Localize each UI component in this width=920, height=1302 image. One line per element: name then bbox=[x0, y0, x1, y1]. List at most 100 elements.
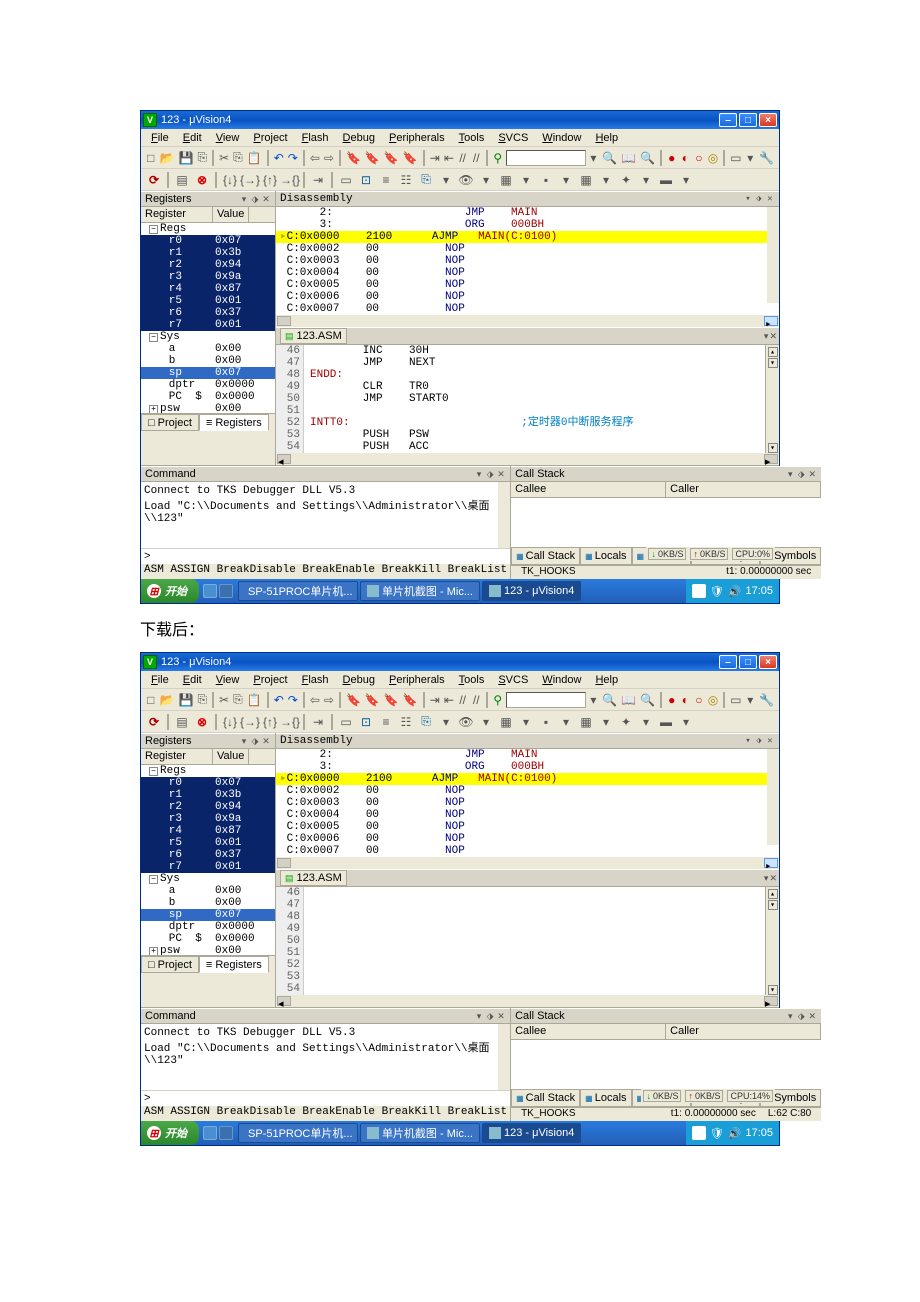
menu-project[interactable]: Project bbox=[247, 131, 293, 145]
analysis-icon[interactable]: ▦ bbox=[577, 171, 595, 189]
register-row[interactable]: +psw0x00 bbox=[141, 403, 275, 413]
window-icon[interactable]: ▭ bbox=[729, 691, 742, 709]
new-icon[interactable]: □ bbox=[145, 149, 157, 167]
scrollbar-h[interactable]: ▸ bbox=[276, 315, 779, 327]
register-row[interactable]: r30x9a bbox=[141, 271, 275, 283]
stepout-icon[interactable]: {↑} bbox=[261, 171, 279, 189]
nav-back-icon[interactable]: ⇦ bbox=[309, 149, 321, 167]
register-row[interactable]: a0x00 bbox=[141, 885, 275, 897]
zoom-icon[interactable]: 🔍 bbox=[639, 149, 656, 167]
sym-icon[interactable]: ≡ bbox=[377, 171, 395, 189]
dropdown-icon[interactable]: ▾ bbox=[517, 713, 535, 731]
pin-icon[interactable]: ⬗ bbox=[754, 194, 764, 204]
register-row[interactable]: r30x9a bbox=[141, 813, 275, 825]
source-line[interactable] bbox=[304, 983, 765, 995]
menu-view[interactable]: View bbox=[210, 131, 246, 145]
register-row[interactable]: +psw0x00 bbox=[141, 945, 275, 955]
pin-icon[interactable]: ▾ bbox=[785, 469, 795, 479]
showpc-icon[interactable]: ⇥ bbox=[309, 171, 327, 189]
reset-icon[interactable]: ⟳ bbox=[145, 171, 163, 189]
tab-project[interactable]: □Project bbox=[141, 956, 199, 973]
source-editor[interactable]: 464748495051525354 INC 30H JMP NEXTENDD:… bbox=[276, 345, 779, 453]
saveall-icon[interactable]: ⎘ bbox=[196, 149, 208, 167]
register-row[interactable]: r00x07 bbox=[141, 777, 275, 789]
menu-window[interactable]: Window bbox=[536, 673, 587, 687]
indent-icon[interactable]: ⇥ bbox=[429, 691, 441, 709]
disasm-line[interactable]: C:0x0005 00 NOP bbox=[276, 821, 779, 833]
menu-peripherals[interactable]: Peripherals bbox=[383, 131, 451, 145]
debug-icon[interactable]: ◎ bbox=[707, 149, 719, 167]
scrollbar-v[interactable] bbox=[498, 482, 510, 548]
stepout-icon[interactable]: {↑} bbox=[261, 713, 279, 731]
find-dropdown-icon[interactable]: ▾ bbox=[588, 149, 600, 167]
pin-icon[interactable]: ▾ bbox=[764, 331, 769, 342]
find-icon[interactable]: ⚲ bbox=[492, 691, 504, 709]
serial-icon[interactable]: ▪ bbox=[537, 171, 555, 189]
debug-icon[interactable]: ● bbox=[666, 149, 678, 167]
config-icon[interactable]: 🔧 bbox=[758, 149, 775, 167]
disasm-line[interactable]: C:0x0007 00 NOP bbox=[276, 845, 779, 857]
menu-flash[interactable]: Flash bbox=[296, 131, 335, 145]
menu-debug[interactable]: Debug bbox=[337, 131, 381, 145]
bookmark-icon[interactable]: 🔖 bbox=[345, 149, 362, 167]
dropdown-icon[interactable]: ▾ bbox=[557, 713, 575, 731]
redo-icon[interactable]: ↷ bbox=[287, 149, 299, 167]
debug-icon[interactable]: ◎ bbox=[707, 691, 719, 709]
register-row[interactable]: r50x01 bbox=[141, 837, 275, 849]
run-icon[interactable]: ▤ bbox=[173, 171, 191, 189]
close-icon[interactable]: ✕ bbox=[765, 194, 775, 204]
find-open-icon[interactable]: 📖 bbox=[620, 149, 637, 167]
find-open-icon[interactable]: 📖 bbox=[620, 691, 637, 709]
register-row[interactable]: −Sys bbox=[141, 873, 275, 885]
cut-icon[interactable]: ✂ bbox=[218, 149, 230, 167]
zoom-icon[interactable]: 🔍 bbox=[639, 691, 656, 709]
register-row[interactable]: −Regs bbox=[141, 223, 275, 235]
bookmark-icon[interactable]: 🔖 bbox=[364, 691, 381, 709]
dropdown-icon[interactable]: ▾ bbox=[557, 171, 575, 189]
disasm-line[interactable]: C:0x0004 00 NOP bbox=[276, 809, 779, 821]
watch-icon[interactable]: 👁 bbox=[457, 171, 475, 189]
register-row[interactable]: PC $0x0000 bbox=[141, 391, 275, 403]
disasm-line[interactable]: C:0x0006 00 NOP bbox=[276, 291, 779, 303]
disasm-line[interactable]: 3: ORG 000BH bbox=[276, 761, 779, 773]
dropdown-icon[interactable]: ▾ bbox=[437, 171, 455, 189]
close-button[interactable]: × bbox=[759, 655, 777, 669]
debug-icon[interactable]: ○ bbox=[693, 691, 705, 709]
callstack-icon[interactable]: ⎘ bbox=[417, 713, 435, 731]
cut-icon[interactable]: ✂ bbox=[218, 691, 230, 709]
find-dropdown-icon[interactable]: ▾ bbox=[588, 691, 600, 709]
taskbar-task[interactable]: 单片机截图 - Mic... bbox=[360, 581, 480, 601]
register-row[interactable]: r40x87 bbox=[141, 283, 275, 295]
debug-icon[interactable]: ◐ bbox=[680, 149, 692, 167]
menu-project[interactable]: Project bbox=[247, 673, 293, 687]
pin-icon[interactable]: ⬗ bbox=[485, 469, 495, 479]
disasm-line[interactable]: 2: JMP MAIN bbox=[276, 207, 779, 219]
source-line[interactable]: INC 30H bbox=[304, 345, 765, 357]
menu-view[interactable]: View bbox=[210, 673, 246, 687]
tab-registers[interactable]: ≡Registers bbox=[199, 956, 269, 973]
close-icon[interactable]: ✕ bbox=[496, 469, 506, 479]
command-prompt[interactable]: > bbox=[141, 1090, 510, 1106]
disasm-line[interactable]: ▸C:0x0000 2100 AJMP MAIN(C:0100) bbox=[276, 231, 779, 243]
stop-icon[interactable]: ⊗ bbox=[193, 713, 211, 731]
scrollbar-h[interactable]: ◂▸ bbox=[276, 453, 779, 465]
disasm-line[interactable]: ▸C:0x0000 2100 AJMP MAIN(C:0100) bbox=[276, 773, 779, 785]
disasm-line[interactable]: 3: ORG 000BH bbox=[276, 219, 779, 231]
disassembly-listing[interactable]: 2: JMP MAIN 3: ORG 000BH▸C:0x0000 2100 A… bbox=[276, 207, 779, 315]
disasm-line[interactable]: 2: JMP MAIN bbox=[276, 749, 779, 761]
source-line[interactable] bbox=[304, 899, 765, 911]
menu-tools[interactable]: Tools bbox=[453, 131, 491, 145]
menu-edit[interactable]: Edit bbox=[177, 131, 208, 145]
indent-icon[interactable]: ⇥ bbox=[429, 149, 441, 167]
disasm-line[interactable]: C:0x0003 00 NOP bbox=[276, 797, 779, 809]
bookmark-icon[interactable]: 🔖 bbox=[402, 691, 419, 709]
register-row[interactable]: sp0x07 bbox=[141, 909, 275, 921]
tab-project[interactable]: □Project bbox=[141, 414, 199, 431]
tab-registers[interactable]: ≡Registers bbox=[199, 414, 269, 431]
register-row[interactable]: r60x37 bbox=[141, 307, 275, 319]
find-field[interactable] bbox=[506, 692, 586, 708]
menu-window[interactable]: Window bbox=[536, 131, 587, 145]
nav-fwd-icon[interactable]: ⇨ bbox=[323, 149, 335, 167]
taskbar-task[interactable]: 单片机截图 - Mic... bbox=[360, 1123, 480, 1143]
cmdwin-icon[interactable]: ▭ bbox=[337, 713, 355, 731]
